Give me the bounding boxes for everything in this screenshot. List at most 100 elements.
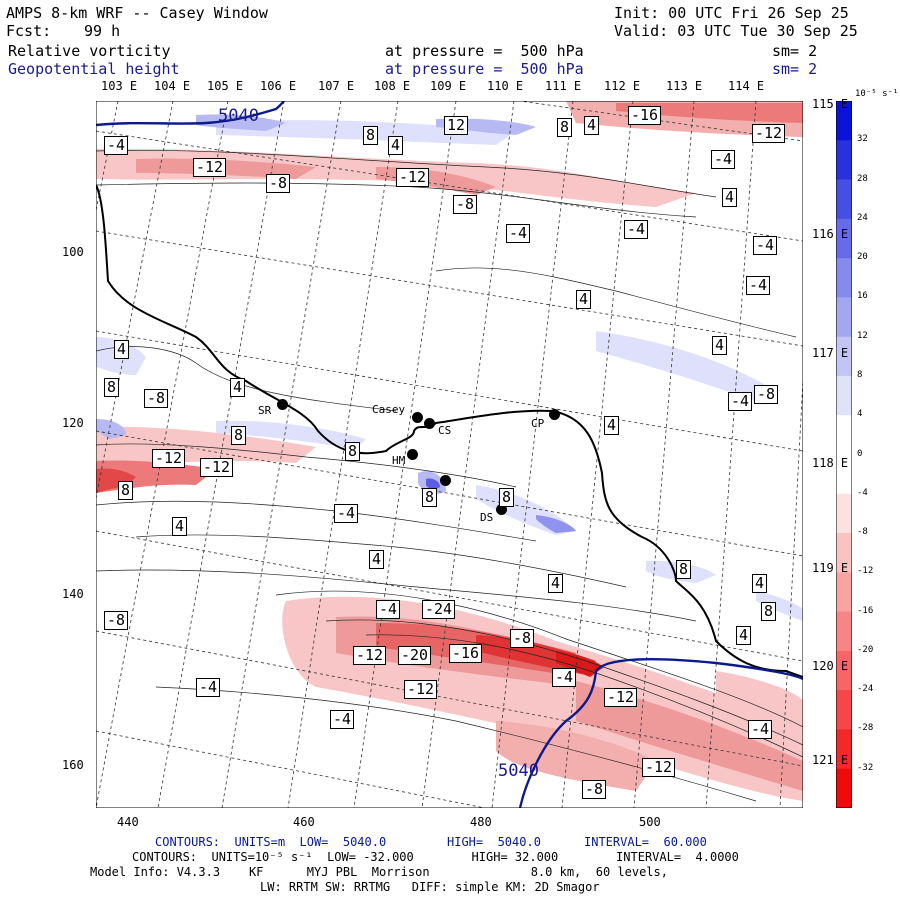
contour-value-label: -4	[711, 150, 736, 169]
pos-vorticity-band	[426, 478, 440, 490]
lon-label: 106 E	[260, 79, 297, 93]
y-tick-label: 160	[62, 758, 84, 772]
colorbar-tick-label: 32	[857, 134, 868, 145]
contour-value-label: -4	[196, 678, 221, 697]
colorbar-cell	[836, 297, 852, 338]
field2-name: Geopotential height	[8, 60, 180, 78]
pos-vorticity-band	[196, 114, 286, 131]
contour-value-label: 4	[712, 336, 728, 355]
colorbar-cell	[836, 101, 852, 141]
colorbar-cell	[836, 454, 852, 495]
footer-height-interval: INTERVAL= 60.000	[584, 835, 707, 849]
contour-value-label: -4	[753, 236, 778, 255]
footer-physics: LW: RRTM SW: RRTMG DIFF: simple KM: 2D S…	[260, 880, 600, 894]
station-marker	[277, 399, 288, 410]
colorbar-cell	[836, 572, 852, 613]
colorbar-unit: 10⁻⁵ s⁻¹	[855, 89, 899, 99]
right-lon-label: 116 E	[812, 227, 849, 241]
field2-smoothing: sm= 2	[772, 60, 818, 78]
lon-label: 112 E	[604, 79, 641, 93]
x-tick-label: 460	[293, 815, 315, 829]
contour-value-label: 4	[752, 574, 768, 593]
y-tick-label: 140	[62, 587, 84, 601]
vorticity-contour	[96, 149, 717, 198]
contour-value-label: 4	[369, 550, 385, 569]
parallel	[96, 730, 487, 808]
forecast-hour: 99 h	[84, 22, 121, 40]
vorticity-contour	[275, 590, 803, 728]
contour-value-label: 8	[345, 442, 361, 461]
colorbar-cell	[836, 729, 852, 770]
colorbar	[836, 101, 852, 808]
contour-value-label: 12	[444, 116, 469, 135]
station-marker	[424, 418, 435, 429]
contour-value-label: -12	[752, 124, 786, 143]
colorbar-cell	[836, 336, 852, 377]
contour-value-label: -12	[200, 458, 234, 477]
contour-value-label: -4	[334, 504, 359, 523]
contour-value-label: -8	[582, 780, 607, 799]
right-lon-label: 115 E	[812, 97, 849, 111]
contour-value-label: 4	[114, 340, 130, 359]
station-label: HM	[392, 454, 406, 467]
contour-value-label: -12	[152, 449, 186, 468]
contour-value-label: -8	[144, 389, 169, 408]
contour-value-label: 4	[576, 290, 592, 309]
contour-value-label: -4	[376, 600, 401, 619]
y-tick-label: 120	[62, 416, 84, 430]
colorbar-cell	[836, 179, 852, 220]
pos-vorticity-band	[96, 419, 126, 439]
pos-vorticity-band	[596, 331, 776, 405]
station-marker	[412, 412, 423, 423]
contour-value-label: -12	[642, 758, 676, 777]
colorbar-tick-label: 4	[857, 409, 863, 420]
colorbar-tick-label: -24	[857, 684, 874, 695]
contour-value-label: 4	[172, 517, 188, 536]
colorbar-cell	[836, 258, 852, 298]
colorbar-cell	[836, 375, 852, 416]
colorbar-tick-label: -4	[857, 487, 868, 498]
lon-label: 103 E	[101, 79, 138, 93]
lon-label: 104 E	[154, 79, 191, 93]
contour-value-label: -8	[754, 385, 779, 404]
neg-vorticity-band	[556, 651, 604, 677]
neg-vorticity-band	[576, 681, 803, 791]
height-contour-5040	[96, 101, 285, 127]
contour-value-label: 8	[676, 560, 692, 579]
contour-value-label: -12	[193, 158, 227, 177]
right-lon-label: 117 E	[812, 346, 849, 360]
contour-value-label: 8	[363, 126, 379, 145]
colorbar-cell	[836, 533, 852, 573]
colorbar-tick-label: 28	[857, 173, 868, 184]
colorbar-tick-label: 20	[857, 252, 868, 263]
right-lon-label: 119 E	[812, 561, 849, 575]
contour-value-label: 4	[388, 136, 404, 155]
contour-value-label: -16	[628, 106, 662, 125]
colorbar-tick-label: -16	[857, 605, 874, 616]
contour-value-label: 8	[557, 118, 573, 137]
meridian	[287, 101, 399, 808]
lon-label: 105 E	[207, 79, 244, 93]
meridian	[353, 101, 457, 808]
x-tick-label: 440	[117, 815, 139, 829]
colorbar-cell	[836, 415, 852, 455]
lon-label: 109 E	[430, 79, 467, 93]
pos-vorticity-band	[216, 420, 366, 449]
footer-model-info: Model Info: V4.3.3 KF MYJ PBL Morrison 8…	[90, 865, 668, 879]
station-marker	[440, 475, 451, 486]
vorticity-contour	[325, 619, 803, 746]
neg-vorticity-band	[96, 426, 316, 471]
contour-value-label: -24	[422, 600, 456, 619]
vorticity-contour	[135, 534, 627, 588]
station-marker	[549, 409, 560, 420]
vorticity-contour	[96, 443, 517, 488]
station-label: CP	[531, 417, 545, 430]
parallel	[96, 230, 803, 347]
colorbar-cell	[836, 690, 852, 730]
neg-vorticity-band	[616, 103, 803, 123]
coastline	[96, 184, 803, 678]
x-tick-label: 480	[470, 815, 492, 829]
contour-value-label: 4	[604, 416, 620, 435]
parallel	[96, 130, 803, 242]
footer-vorticity-contours: CONTOURS: UNITS=10⁻⁵ s⁻¹ LOW= -32.000 HI…	[132, 850, 739, 864]
